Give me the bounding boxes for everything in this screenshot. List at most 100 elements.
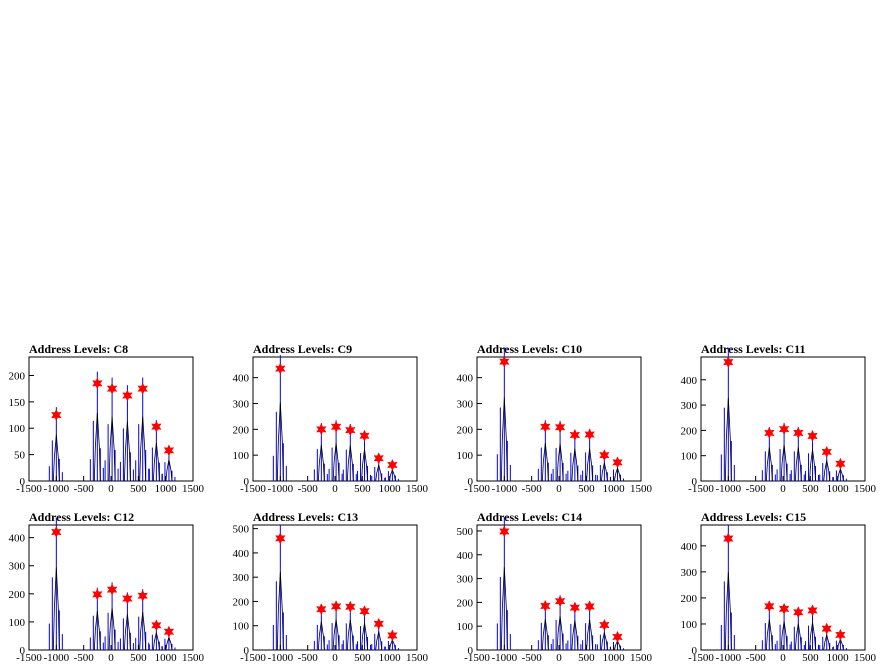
fit-curve xyxy=(571,448,579,482)
fit-curve xyxy=(809,449,816,482)
fit-curve xyxy=(346,619,354,651)
x-tick-label: 1500 xyxy=(854,483,877,495)
x-tick-label: 1500 xyxy=(630,483,653,495)
peak-marker xyxy=(792,606,804,619)
peak-marker xyxy=(778,422,790,436)
x-tick-label: 1500 xyxy=(406,652,429,664)
y-tick-label: 100 xyxy=(9,617,26,629)
x-tick-label: -1500 xyxy=(688,483,714,495)
x-tick-label: 1500 xyxy=(406,483,429,495)
fit-curve xyxy=(139,416,147,482)
fit-curve xyxy=(165,459,173,482)
fit-curve xyxy=(541,442,549,482)
y-tick-label: 0 xyxy=(20,476,26,488)
y-tick-label: 0 xyxy=(692,476,698,488)
x-tick-label: -1000 xyxy=(715,483,741,495)
histogram xyxy=(496,347,624,482)
peak-markers xyxy=(275,532,398,642)
peak-marker xyxy=(569,428,581,442)
chart-title: Address Levels: C9 xyxy=(253,342,352,356)
peak-marker xyxy=(151,619,162,632)
x-tick-label: 1000 xyxy=(155,483,178,495)
peak-marker xyxy=(106,583,118,596)
fit-curve xyxy=(152,442,160,482)
x-tick-label: 0 xyxy=(780,652,786,664)
fit-curve xyxy=(571,620,579,651)
x-tick-label: 1500 xyxy=(630,652,653,664)
peak-markers xyxy=(723,532,846,642)
peak-marker xyxy=(163,625,175,638)
fit-curve xyxy=(586,619,594,651)
peak-marker xyxy=(106,382,118,395)
fit-curve xyxy=(809,622,816,651)
peak-marker xyxy=(92,377,103,390)
peak-marker xyxy=(821,622,833,635)
peak-marker xyxy=(764,600,775,613)
histogram xyxy=(48,371,176,482)
fit-curve xyxy=(724,397,732,482)
y-tick-label: 500 xyxy=(233,524,250,536)
chart-panel-3: Address Levels: C10 0 100 200 300 400 -1500 -10… xyxy=(457,342,653,495)
x-tick-label: 1000 xyxy=(827,652,850,664)
chart-panel-7: Address Levels: C14 0 100 200 300 400 500 -1500… xyxy=(457,510,653,664)
peak-marker xyxy=(612,630,623,644)
chart-title: Address Levels: C14 xyxy=(477,510,582,524)
peak-markers xyxy=(275,362,398,472)
chart-title: Address Levels: C10 xyxy=(477,342,582,356)
peak-markers xyxy=(723,356,846,470)
fit-curve xyxy=(541,619,549,651)
y-tick-label: 400 xyxy=(457,373,474,385)
x-tick-label: -500 xyxy=(746,652,767,664)
fit-curve xyxy=(780,621,788,651)
histogram xyxy=(496,517,624,651)
x-tick-label: 1000 xyxy=(603,652,626,664)
x-tick-label: 0 xyxy=(556,483,562,495)
peak-marker xyxy=(540,599,551,613)
chart-title: Address Levels: C13 xyxy=(253,510,358,524)
x-tick-label: -500 xyxy=(522,483,543,495)
fit-curve xyxy=(93,611,101,651)
chart-title: Address Levels: C15 xyxy=(701,510,806,524)
peak-marker xyxy=(316,423,327,436)
x-tick-label: 1500 xyxy=(182,652,205,664)
fit-curve xyxy=(52,434,60,482)
peak-marker xyxy=(540,420,551,433)
fit-curve xyxy=(600,632,608,651)
histogram xyxy=(720,347,847,482)
peak-marker xyxy=(764,426,775,440)
y-tick-label: 400 xyxy=(233,373,250,385)
x-tick-label: 500 xyxy=(354,652,371,664)
y-tick-label: 0 xyxy=(244,476,250,488)
chart-panel-8: Address Levels: C15 0 100 200 300 400 -1500 -10… xyxy=(681,510,877,664)
x-tick-label: 1500 xyxy=(854,652,877,664)
fit-curve xyxy=(52,567,60,651)
x-tick-label: 0 xyxy=(108,483,114,495)
peak-marker xyxy=(569,601,581,614)
peak-marker xyxy=(51,525,62,539)
y-tick-label: 300 xyxy=(457,399,474,411)
x-tick-label: -500 xyxy=(522,652,543,664)
x-tick-label: 0 xyxy=(108,652,114,664)
x-tick-label: -500 xyxy=(74,483,95,495)
fit-curve xyxy=(794,447,802,482)
peak-marker xyxy=(122,389,133,402)
peak-marker xyxy=(373,452,385,465)
x-tick-label: -1500 xyxy=(16,652,42,664)
y-tick-label: 300 xyxy=(681,400,698,412)
fit-curve xyxy=(500,397,508,482)
fit-curve xyxy=(823,633,831,651)
peak-marker xyxy=(163,444,175,457)
peak-marker xyxy=(316,603,327,616)
peak-marker xyxy=(330,420,342,433)
y-tick-label: 100 xyxy=(457,621,474,633)
y-tick-label: 400 xyxy=(9,533,26,545)
peak-marker xyxy=(599,449,610,462)
fit-curve xyxy=(361,622,368,651)
fit-curve xyxy=(586,448,594,482)
peak-marker xyxy=(821,445,833,459)
x-tick-label: -1500 xyxy=(16,483,42,495)
y-tick-label: 100 xyxy=(681,619,698,631)
y-tick-label: 100 xyxy=(9,423,26,435)
y-tick-label: 0 xyxy=(468,645,474,657)
